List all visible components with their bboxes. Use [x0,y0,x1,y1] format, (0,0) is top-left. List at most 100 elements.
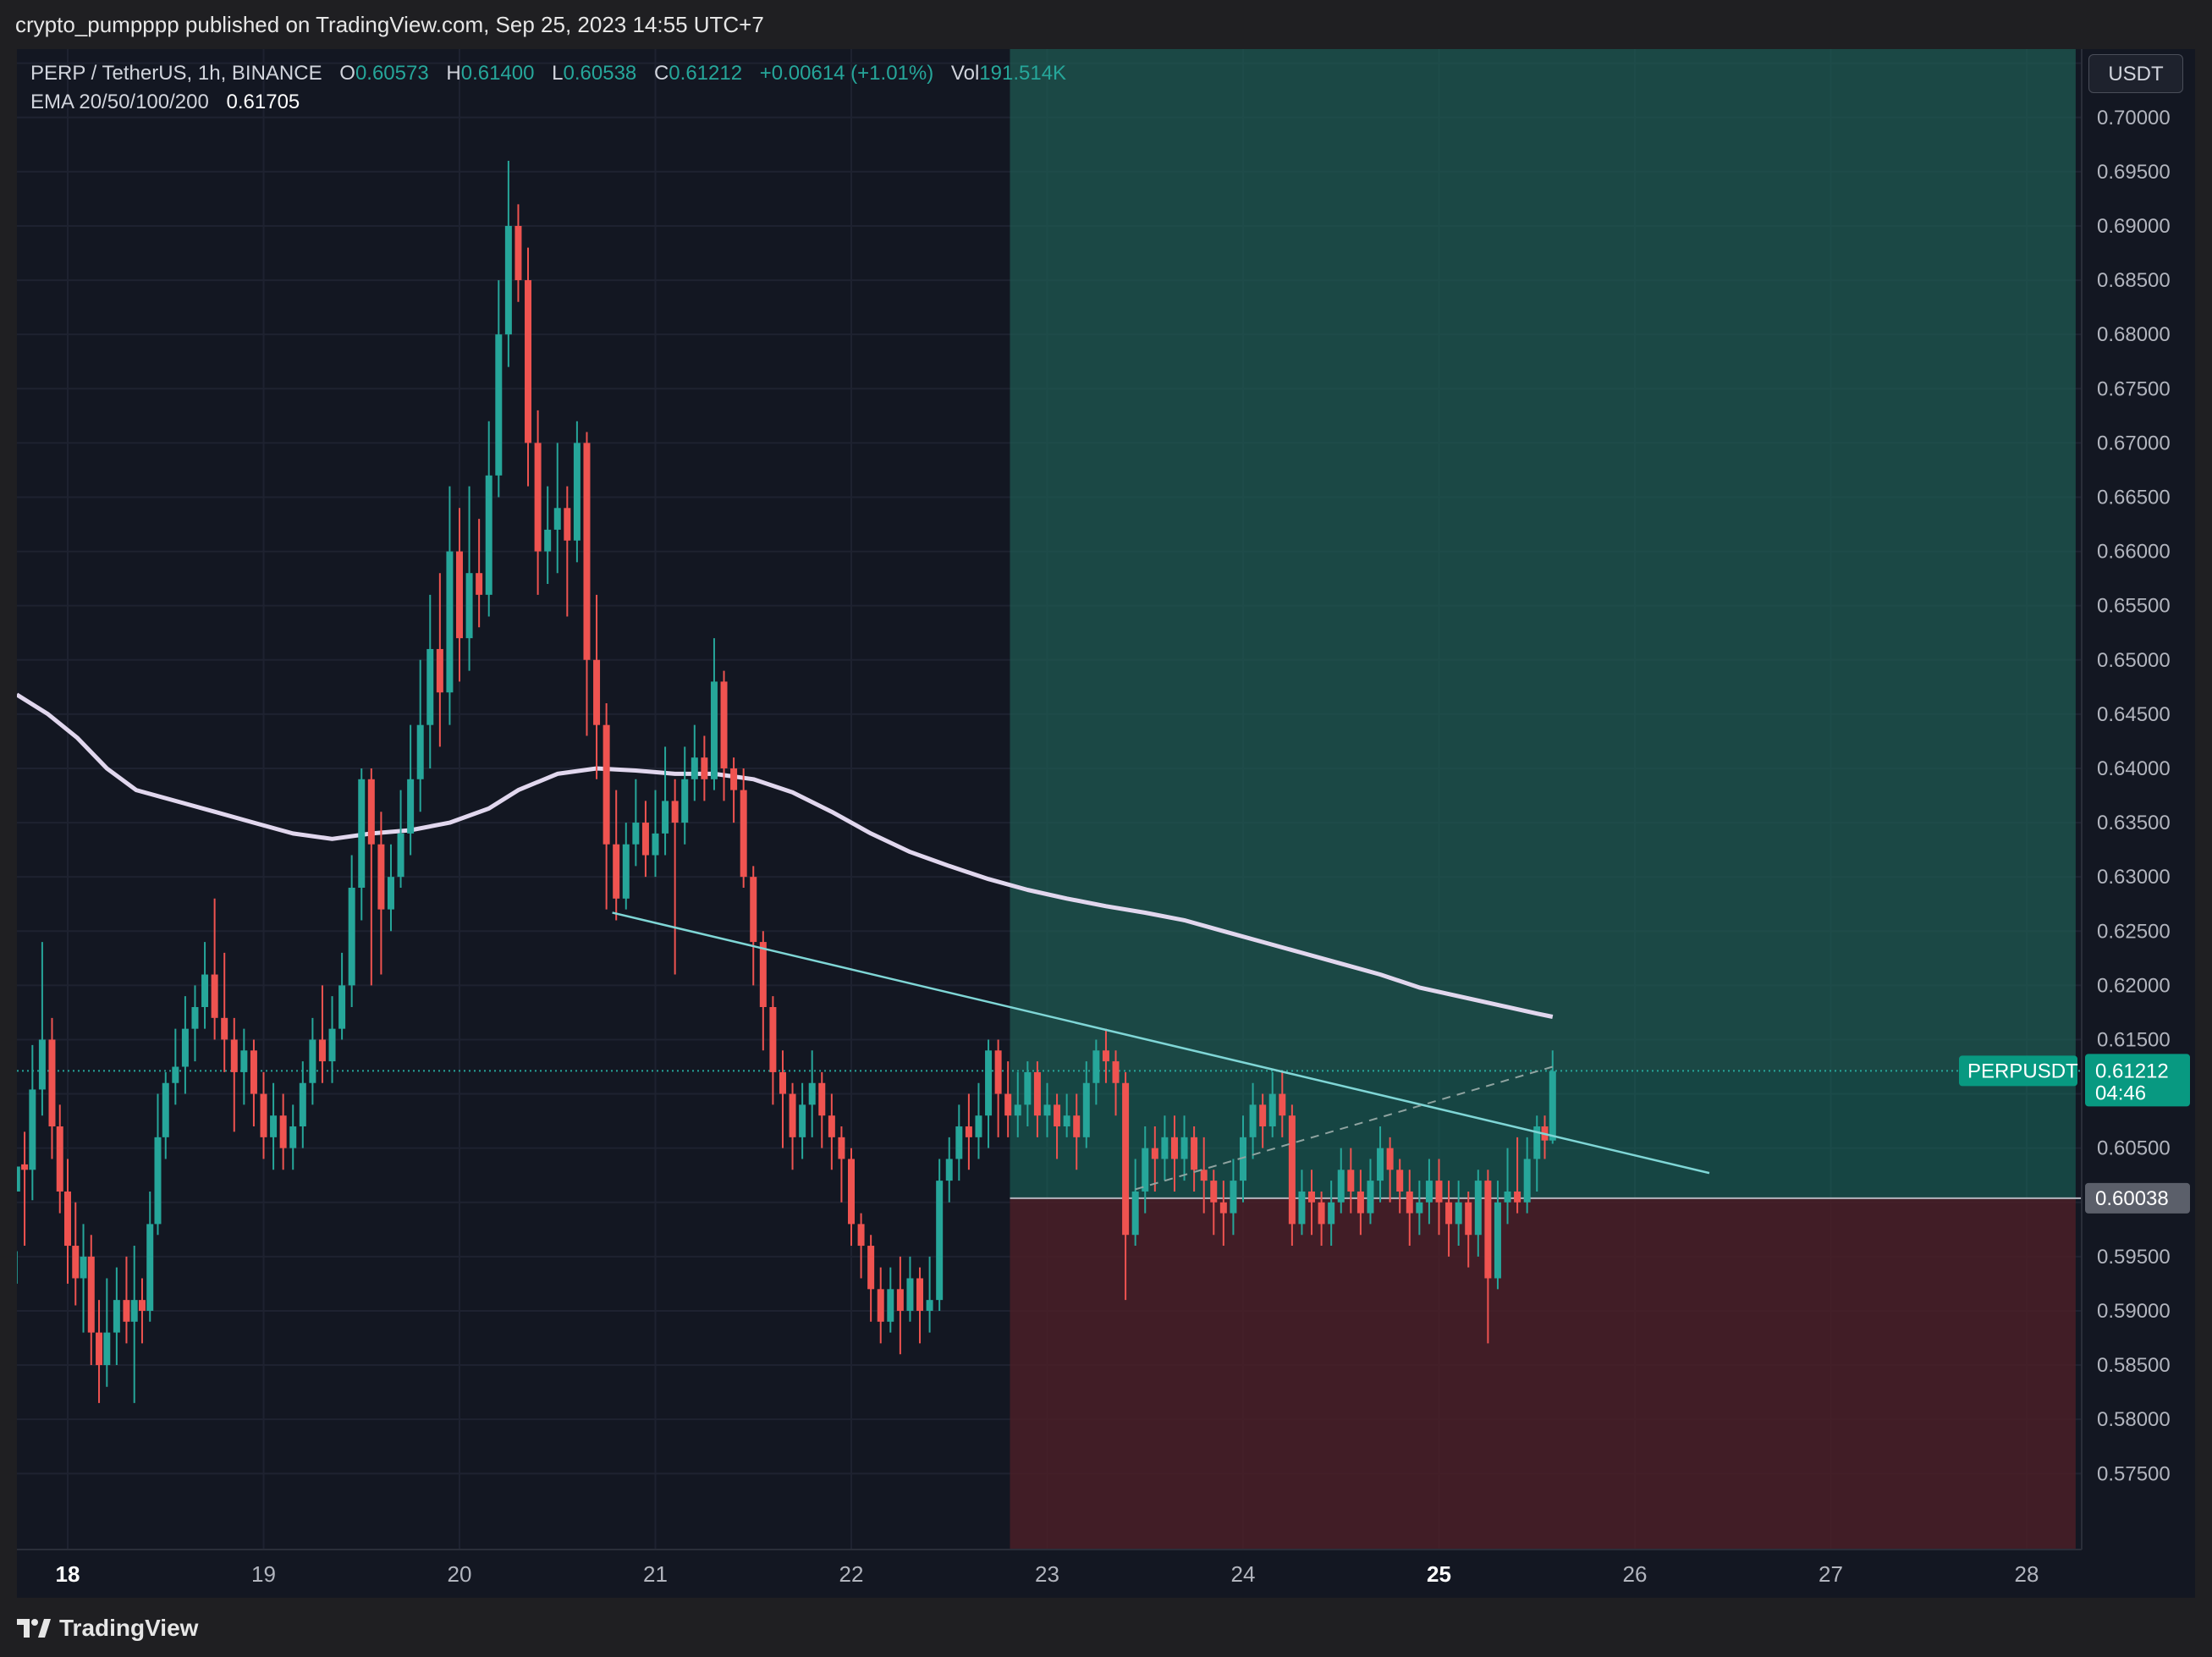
candle[interactable] [1445,1181,1453,1257]
ema-label[interactable]: EMA 20/50/100/200 [30,91,209,113]
candle[interactable] [87,1235,95,1366]
candle[interactable] [1465,1191,1472,1268]
candle[interactable] [1308,1170,1316,1236]
candle[interactable] [201,942,209,1029]
candle[interactable] [1386,1137,1394,1203]
candle[interactable] [1014,1071,1021,1137]
candle[interactable] [318,985,326,1083]
candle[interactable] [29,1044,36,1201]
candle[interactable] [652,790,659,878]
candle[interactable] [945,1137,953,1203]
candle[interactable] [1240,1115,1246,1203]
candle[interactable] [270,1082,278,1170]
candle[interactable] [1298,1170,1306,1236]
candle[interactable] [1210,1170,1218,1236]
candle[interactable] [808,1050,816,1137]
candle[interactable] [1504,1148,1511,1225]
ema-200-line[interactable] [15,692,1554,1019]
candle[interactable] [622,823,630,910]
candle[interactable] [583,432,591,736]
symbol-label[interactable]: PERP / TetherUS, 1h, BINANCE [30,62,322,85]
candle[interactable] [701,735,708,801]
candle[interactable] [211,898,218,1040]
candle[interactable] [740,768,747,888]
candle[interactable] [309,1017,316,1105]
candle[interactable] [113,1267,120,1366]
candle[interactable] [593,594,601,779]
candle[interactable] [896,1256,904,1355]
candle[interactable] [877,1267,884,1344]
candle[interactable] [1347,1148,1355,1214]
candle[interactable] [1004,1061,1012,1137]
candle[interactable] [985,1039,993,1148]
candle[interactable] [955,1104,963,1181]
candle[interactable] [64,1159,71,1284]
candle[interactable] [21,1131,29,1247]
candle[interactable] [573,421,581,563]
candle[interactable] [416,659,424,812]
candle[interactable] [1063,1093,1070,1137]
candle[interactable] [138,1278,146,1344]
candle[interactable] [1268,1071,1276,1137]
candle[interactable] [906,1256,914,1322]
candle[interactable] [1367,1159,1374,1225]
candle[interactable] [1054,1093,1061,1159]
candle[interactable] [1102,1028,1109,1083]
candle[interactable] [1425,1159,1433,1225]
candle[interactable] [377,812,385,975]
candle[interactable] [534,410,542,595]
candle[interactable] [1170,1115,1178,1192]
candle[interactable] [56,1104,63,1214]
candle[interactable] [1377,1126,1384,1203]
candle[interactable] [367,768,375,986]
candle[interactable] [769,996,777,1105]
candle[interactable] [230,1017,238,1132]
candle[interactable] [1533,1115,1541,1192]
candle[interactable] [887,1267,894,1333]
candle[interactable] [299,1061,306,1148]
candle[interactable] [485,421,492,617]
time-axis[interactable]: 18 19 20 21 22 23 24 25 26 27 28 [17,1549,2195,1598]
candle[interactable] [495,280,503,498]
candle[interactable] [857,1213,865,1279]
candle[interactable] [476,519,483,628]
candle[interactable] [426,594,434,768]
candle[interactable] [1288,1104,1296,1247]
candle[interactable] [162,1071,169,1159]
candle[interactable] [848,1148,855,1247]
loss-zone[interactable] [1010,1197,2076,1550]
candle[interactable] [504,161,512,367]
candle[interactable] [828,1093,835,1170]
candle[interactable] [916,1267,924,1344]
candle[interactable] [1328,1181,1335,1247]
candle[interactable] [289,1104,297,1170]
candle[interactable] [779,1050,786,1148]
candle[interactable] [1249,1082,1257,1159]
candle[interactable] [465,486,473,671]
candle[interactable] [1474,1170,1482,1257]
candle[interactable] [358,768,366,921]
candle[interactable] [446,486,454,725]
candle[interactable] [1191,1126,1198,1192]
chart-area[interactable]: 0.705000.700000.695000.690000.685000.680… [13,49,2195,1598]
candle[interactable] [103,1278,111,1387]
price-axis[interactable]: 0.705000.700000.695000.690000.685000.680… [2081,49,2195,1598]
descending-trendline[interactable] [612,911,1710,1175]
candle[interactable] [1279,1071,1286,1137]
candle[interactable] [1259,1093,1267,1148]
last-price-badge[interactable] [2085,1054,2190,1107]
candle[interactable] [1356,1170,1364,1236]
candle[interactable] [759,931,767,1051]
candle[interactable] [730,757,738,823]
candle[interactable] [994,1039,1002,1137]
candle[interactable] [1024,1061,1032,1127]
candle[interactable] [130,1246,138,1403]
candle[interactable] [1549,1050,1556,1144]
candle[interactable] [1180,1115,1188,1181]
candle[interactable] [613,790,620,921]
candle[interactable] [525,247,532,487]
candle[interactable] [1161,1115,1169,1181]
candle[interactable] [397,790,404,888]
currency-button[interactable]: USDT [2088,54,2183,93]
candle[interactable] [1396,1159,1404,1214]
